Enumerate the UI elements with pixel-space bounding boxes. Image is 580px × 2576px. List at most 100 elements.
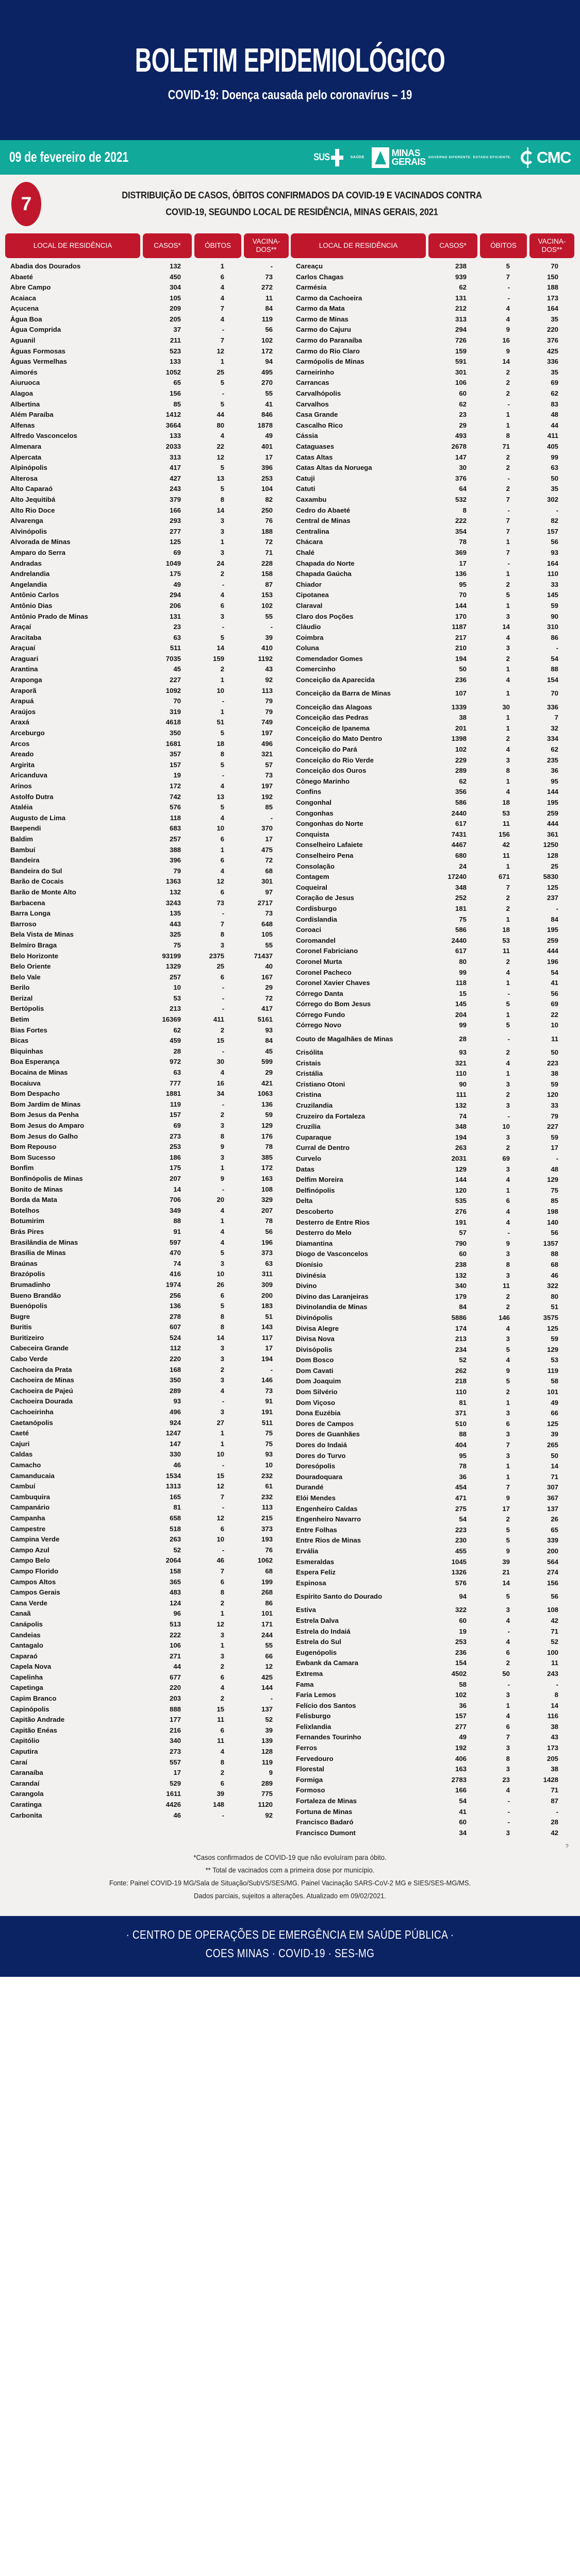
cell-local: Campo Azul [10, 1546, 49, 1554]
cell-local: Antônio Carlos [10, 591, 59, 599]
cell-local: Dom Viçoso [296, 1398, 335, 1406]
table-row: Borda da Mata 706 20 329 [4, 1195, 290, 1206]
cell-obitos: 25 [217, 368, 224, 376]
cell-local: Divinésia [296, 1271, 326, 1279]
cell-obitos: 4 [220, 432, 224, 440]
gerais-label: GERAIS [391, 156, 426, 167]
cell-casos: 177 [169, 1716, 181, 1724]
cell-vacinados: 66 [265, 1652, 273, 1660]
cell-local: Dom Bosco [296, 1356, 334, 1364]
cell-vacinados: 55 [265, 941, 273, 949]
cell-vacinados: 9 [269, 1769, 273, 1777]
cell-casos: 54 [459, 1797, 467, 1805]
cell-vacinados: 99 [551, 453, 558, 461]
table-row: Buritis 607 8 143 [4, 1322, 290, 1333]
cell-local: Congonhas do Norte [296, 820, 363, 828]
cell-obitos: 7 [506, 495, 510, 503]
cell-casos: 1534 [165, 1471, 181, 1480]
table-row: Açucena 209 7 84 [4, 303, 290, 314]
cell-obitos: 18 [502, 799, 510, 806]
table-row: Espera Feliz 1326 21 274 [290, 1567, 575, 1578]
table-row: Caparaó 271 3 66 [4, 1651, 290, 1662]
cell-casos: 357 [169, 750, 181, 758]
cell-obitos: 14 [217, 1333, 224, 1342]
cell-casos: 388 [169, 845, 181, 854]
cell-obitos: - [222, 580, 224, 588]
cell-casos: 170 [455, 612, 467, 620]
cell-obitos: 3 [220, 1259, 224, 1267]
cell-local: Cajuri [10, 1439, 30, 1448]
cell-vacinados: 310 [546, 623, 558, 631]
cell-local: Aimorés [10, 368, 38, 376]
cell-obitos: 3 [506, 1080, 510, 1088]
table-row: Conselheiro Pena 680 11 128 [290, 851, 575, 861]
table-row: Cajuri 147 1 75 [4, 1439, 290, 1450]
table-row: Descoberto 276 4 198 [290, 1207, 575, 1217]
cell-vacinados: 1062 [257, 1556, 273, 1565]
table-row: Cabo Verde 220 3 194 [4, 1354, 290, 1365]
cell-obitos: 2 [506, 379, 510, 387]
cell-obitos: 6 [220, 601, 224, 609]
cell-vacinados: 373 [261, 1249, 273, 1257]
table-row: Canaã 96 1 101 [4, 1608, 290, 1619]
cell-obitos: 1 [220, 707, 224, 716]
cell-vacinados: 444 [546, 947, 558, 955]
cell-vacinados: 59 [551, 1133, 558, 1141]
table-row: Capela Nova 44 2 12 [4, 1662, 290, 1672]
cell-local: Bom Jesus da Penha [10, 1111, 79, 1119]
cell-casos: 168 [169, 1365, 181, 1374]
cell-vacinados: 172 [261, 1164, 273, 1172]
cell-local: Entre Rios de Minas [296, 1536, 361, 1545]
cell-vacinados: 144 [546, 788, 558, 796]
cell-casos: 85 [173, 400, 181, 408]
cell-casos: 510 [455, 1419, 467, 1428]
cell-local: Descoberto [296, 1207, 334, 1215]
cell-vacinados: 38 [551, 1765, 558, 1773]
table-row: Alvorada de Minas 125 1 72 [4, 537, 290, 548]
cell-local: Biquinhas [10, 1047, 43, 1055]
cell-casos: 262 [455, 1366, 467, 1375]
cell-obitos: 3 [506, 1828, 510, 1837]
cell-casos: 4502 [451, 1669, 467, 1677]
col-header-obitos: ÓBITOS [194, 233, 241, 258]
cell-local: Doresópolis [296, 1462, 336, 1470]
cell-casos: 220 [169, 1355, 181, 1363]
cell-vacinados: 158 [261, 570, 273, 578]
cell-obitos: 8 [506, 1260, 510, 1268]
cell-vacinados: 198 [546, 1207, 558, 1215]
cell-obitos: 11 [503, 851, 510, 859]
cell-vacinados: 50 [551, 474, 558, 482]
table-row: Coração de Jesus 252 2 237 [290, 893, 575, 904]
table-row: Coronel Murta 80 2 196 [290, 957, 575, 968]
table-row: Cristina 111 2 120 [290, 1090, 575, 1101]
cell-vacinados: - [556, 1155, 558, 1162]
cell-casos: 36 [459, 1701, 467, 1709]
cell-casos: 46 [173, 1811, 181, 1819]
cell-casos: 175 [169, 1164, 181, 1172]
cell-local: Bom Jesus do Galho [10, 1132, 78, 1140]
cell-obitos: 4 [506, 1059, 510, 1067]
cell-obitos: 3 [220, 1631, 224, 1639]
cell-obitos: 12 [217, 877, 224, 886]
cell-vacinados: 385 [261, 1153, 273, 1161]
cell-vacinados: 232 [261, 1471, 273, 1480]
cell-casos: 29 [459, 421, 467, 429]
cell-obitos: 6 [506, 1419, 510, 1428]
table-row: Carlos Chagas 939 7 150 [290, 272, 575, 283]
cell-casos: 1313 [165, 1482, 181, 1490]
cell-obitos: 53 [502, 936, 510, 944]
cell-obitos: 3 [506, 644, 510, 652]
cell-local: Delfinópolis [296, 1186, 335, 1194]
cell-casos: 1187 [452, 623, 467, 631]
table-row: Buritizeiro 524 14 117 [4, 1333, 290, 1344]
minas-label: MINAS [391, 147, 421, 158]
table-row: Caldas 330 10 93 [4, 1450, 290, 1461]
cell-vacinados: - [270, 1365, 273, 1374]
table-row: Além Paraíba 1412 44 846 [4, 410, 290, 420]
cell-casos: 132 [169, 262, 181, 270]
cell-casos: 124 [169, 1599, 181, 1607]
cell-casos: 8 [462, 506, 467, 514]
cell-casos: 60 [459, 1250, 467, 1258]
table-row: Capitão Enéas 216 6 39 [4, 1725, 290, 1736]
table-row: Conceição das Alagoas 1339 30 336 [290, 702, 575, 713]
